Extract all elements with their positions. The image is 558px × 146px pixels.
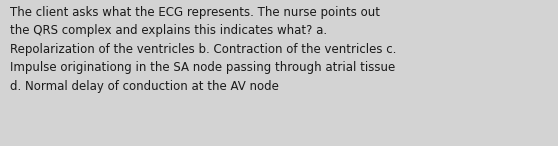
Text: The client asks what the ECG represents. The nurse points out
the QRS complex an: The client asks what the ECG represents.…	[10, 6, 396, 93]
